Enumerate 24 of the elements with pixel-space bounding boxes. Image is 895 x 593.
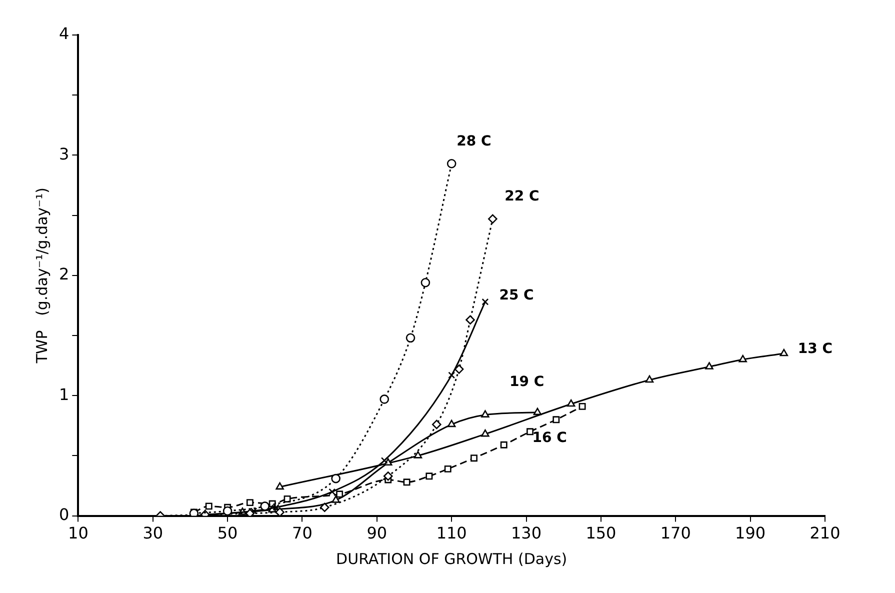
x-tick-label: 70 [292,524,312,543]
x-tick-label: 130 [511,524,542,543]
series-label: 19 C [509,374,544,390]
x-tick-label: 30 [142,524,164,543]
x-tick-label: 170 [660,524,691,543]
x-tick-label: 110 [436,524,467,543]
y-tick-label: 1 [58,384,70,404]
x-tick-label: 10 [68,524,88,543]
x-tick-label: 50 [217,524,238,543]
y-tick-label: 3 [58,144,70,164]
series-label: 16 C [532,430,567,446]
x-tick-label: 190 [735,524,766,543]
x-axis-title: DURATION OF GROWTH (Days) [336,550,568,568]
series-label: 25 C [499,287,534,304]
series-label: 28 C [456,133,492,150]
y-axis-title: TWP (g.day⁻¹/g.day⁻¹) [32,188,51,364]
y-tick-label: 2 [58,264,70,284]
series-label: 13 C [798,341,833,358]
y-tick-label: 4 [58,24,70,44]
x-tick-label: 150 [586,524,616,543]
x-tick-label: 90 [366,524,388,543]
x-tick-label: 210 [810,524,840,543]
series-label: 22 C [504,188,540,205]
y-tick-label: 0 [58,504,70,524]
